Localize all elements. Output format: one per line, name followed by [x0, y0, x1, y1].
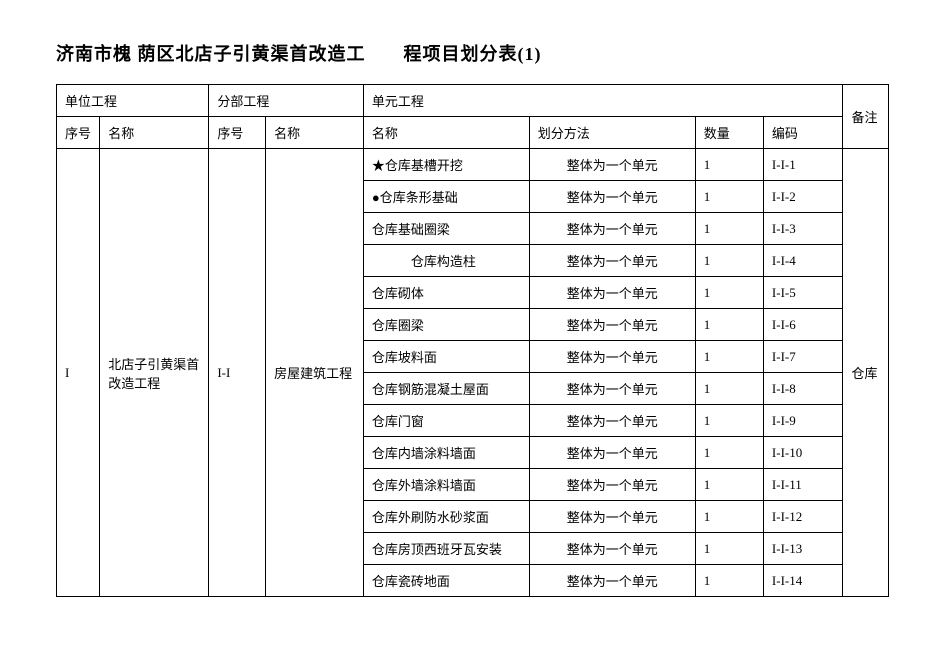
header-row-1: 单位工程 分部工程 单元工程 备注 [57, 85, 889, 117]
table-body: I北店子引黄渠首改造工程I-I房屋建筑工程★仓库基槽开挖整体为一个单元1I-I-… [57, 149, 889, 597]
unit-eng-method: 整体为一个单元 [529, 373, 695, 405]
unit-eng-name: 仓库门窗 [363, 405, 529, 437]
unit-eng-code: I-I-12 [763, 501, 843, 533]
unit-eng-name: 仓库内墙涂料墙面 [363, 437, 529, 469]
unit-eng-method: 整体为一个单元 [529, 501, 695, 533]
unit-eng-qty: 1 [695, 405, 763, 437]
hdr-name-3: 名称 [363, 117, 529, 149]
unit-eng-method: 整体为一个单元 [529, 565, 695, 597]
sub-seq: I-I [209, 149, 266, 597]
hdr-sub-proj: 分部工程 [209, 85, 364, 117]
unit-eng-qty: 1 [695, 309, 763, 341]
unit-eng-method: 整体为一个单元 [529, 277, 695, 309]
unit-eng-method: 整体为一个单元 [529, 309, 695, 341]
unit-eng-qty: 1 [695, 373, 763, 405]
unit-eng-qty: 1 [695, 501, 763, 533]
unit-eng-name: 仓库外墙涂料墙面 [363, 469, 529, 501]
unit-seq: I [57, 149, 100, 597]
hdr-seq-2: 序号 [209, 117, 266, 149]
unit-eng-code: I-I-6 [763, 309, 843, 341]
unit-eng-code: I-I-13 [763, 533, 843, 565]
unit-eng-name: ●仓库条形基础 [363, 181, 529, 213]
unit-eng-name: ★仓库基槽开挖 [363, 149, 529, 181]
unit-eng-code: I-I-5 [763, 277, 843, 309]
unit-eng-method: 整体为一个单元 [529, 149, 695, 181]
unit-eng-qty: 1 [695, 437, 763, 469]
unit-eng-method: 整体为一个单元 [529, 213, 695, 245]
unit-eng-code: I-I-1 [763, 149, 843, 181]
unit-eng-qty: 1 [695, 277, 763, 309]
unit-eng-code: I-I-9 [763, 405, 843, 437]
hdr-method: 划分方法 [529, 117, 695, 149]
unit-eng-qty: 1 [695, 341, 763, 373]
hdr-note: 备注 [843, 85, 889, 149]
unit-eng-code: I-I-8 [763, 373, 843, 405]
hdr-name-2: 名称 [266, 117, 364, 149]
hdr-seq-1: 序号 [57, 117, 100, 149]
unit-eng-qty: 1 [695, 565, 763, 597]
hdr-qty: 数量 [695, 117, 763, 149]
unit-eng-method: 整体为一个单元 [529, 341, 695, 373]
unit-eng-name: 仓库构造柱 [363, 245, 529, 277]
unit-eng-code: I-I-7 [763, 341, 843, 373]
unit-eng-method: 整体为一个单元 [529, 245, 695, 277]
unit-eng-qty: 1 [695, 149, 763, 181]
unit-eng-qty: 1 [695, 245, 763, 277]
page-title: 济南市槐 荫区北店子引黄渠首改造工 程项目划分表(1) [56, 40, 889, 66]
unit-eng-name: 仓库砌体 [363, 277, 529, 309]
unit-eng-code: I-I-4 [763, 245, 843, 277]
unit-eng-method: 整体为一个单元 [529, 405, 695, 437]
unit-eng-code: I-I-11 [763, 469, 843, 501]
unit-name: 北店子引黄渠首改造工程 [100, 149, 209, 597]
unit-eng-code: I-I-2 [763, 181, 843, 213]
unit-eng-name: 仓库圈梁 [363, 309, 529, 341]
unit-eng-name: 仓库外刷防水砂浆面 [363, 501, 529, 533]
unit-eng-code: I-I-3 [763, 213, 843, 245]
unit-eng-name: 仓库房顶西班牙瓦安装 [363, 533, 529, 565]
unit-eng-method: 整体为一个单元 [529, 181, 695, 213]
unit-eng-code: I-I-14 [763, 565, 843, 597]
hdr-unit-proj: 单位工程 [57, 85, 209, 117]
unit-eng-name: 仓库基础圈梁 [363, 213, 529, 245]
unit-eng-qty: 1 [695, 533, 763, 565]
unit-eng-qty: 1 [695, 469, 763, 501]
unit-eng-name: 仓库瓷砖地面 [363, 565, 529, 597]
division-table: 单位工程 分部工程 单元工程 备注 序号 名称 序号 名称 名称 划分方法 数量… [56, 84, 889, 597]
unit-eng-method: 整体为一个单元 [529, 469, 695, 501]
unit-eng-code: I-I-10 [763, 437, 843, 469]
unit-eng-name: 仓库钢筋混凝土屋面 [363, 373, 529, 405]
unit-eng-qty: 1 [695, 213, 763, 245]
table-row: I北店子引黄渠首改造工程I-I房屋建筑工程★仓库基槽开挖整体为一个单元1I-I-… [57, 149, 889, 181]
header-row-2: 序号 名称 序号 名称 名称 划分方法 数量 编码 [57, 117, 889, 149]
unit-eng-method: 整体为一个单元 [529, 533, 695, 565]
hdr-name-1: 名称 [100, 117, 209, 149]
sub-name: 房屋建筑工程 [266, 149, 364, 597]
unit-eng-method: 整体为一个单元 [529, 437, 695, 469]
unit-eng-qty: 1 [695, 181, 763, 213]
unit-eng-name: 仓库坡料面 [363, 341, 529, 373]
note-merged: 仓库 [843, 149, 889, 597]
hdr-code: 编码 [763, 117, 843, 149]
hdr-unit-eng: 单元工程 [363, 85, 843, 117]
